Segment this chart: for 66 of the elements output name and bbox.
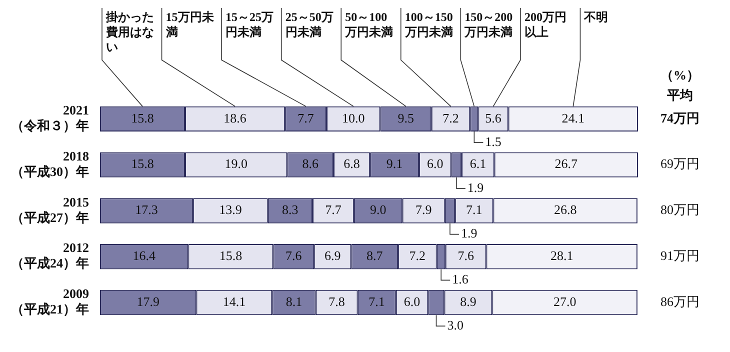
data-label: 1.9 bbox=[460, 226, 478, 241]
data-label: 6.9 bbox=[324, 248, 341, 263]
text: （%） bbox=[660, 68, 700, 83]
data-label: 14.1 bbox=[222, 294, 246, 309]
data-label: 1.9 bbox=[467, 180, 484, 195]
data-label: 8.6 bbox=[302, 156, 319, 172]
data-label: 5.6 bbox=[485, 110, 502, 126]
data-label: 1.5 bbox=[485, 134, 502, 149]
text: 平均 bbox=[666, 88, 693, 103]
data-label: 6.1 bbox=[470, 156, 486, 172]
text: 74万円 bbox=[660, 110, 700, 126]
text: 86万円 bbox=[660, 294, 700, 309]
data-label: 9.5 bbox=[398, 110, 414, 126]
text: 80万円 bbox=[660, 202, 700, 218]
data-label: 28.1 bbox=[550, 248, 574, 263]
text: 不明 bbox=[583, 10, 608, 24]
data-label: 15.8 bbox=[131, 156, 154, 172]
data-label: 7.7 bbox=[298, 110, 314, 126]
data-label: 9.0 bbox=[370, 202, 386, 218]
data-label: 7.1 bbox=[466, 202, 482, 218]
data-label: 7.2 bbox=[442, 110, 459, 126]
text: 91万円 bbox=[660, 248, 700, 263]
data-label: 6.0 bbox=[427, 156, 444, 172]
y-tick-label: 2018 （平成30）年 bbox=[11, 148, 90, 179]
data-label: 27.0 bbox=[553, 294, 576, 309]
data-label: 8.9 bbox=[460, 294, 476, 309]
text: 15～25万円未満 bbox=[226, 10, 274, 40]
y-tick-label: 2015 （平成27）年 bbox=[11, 194, 90, 225]
data-label: 7.6 bbox=[458, 248, 474, 263]
data-label: 7.1 bbox=[368, 294, 385, 309]
text: 200万円以上 bbox=[524, 10, 566, 40]
data-label: 13.9 bbox=[219, 202, 242, 218]
data-label: 24.1 bbox=[562, 110, 585, 126]
data-label: 17.3 bbox=[135, 202, 158, 218]
data-label: 6.8 bbox=[344, 156, 360, 172]
data-label: 1.6 bbox=[452, 272, 469, 287]
text: 100～150万円未満 bbox=[404, 10, 453, 40]
data-label: 7.8 bbox=[328, 294, 345, 309]
data-label: 3.0 bbox=[447, 318, 464, 332]
data-label: 10.0 bbox=[342, 110, 365, 126]
data-label: 8.3 bbox=[282, 202, 298, 218]
data-label: 8.7 bbox=[366, 248, 384, 263]
data-label: 26.7 bbox=[554, 156, 578, 172]
data-label: 7.7 bbox=[325, 202, 342, 218]
data-label: 17.9 bbox=[136, 294, 160, 309]
data-label: 19.0 bbox=[224, 156, 248, 172]
data-label: 15.8 bbox=[219, 248, 242, 263]
text: 掛かった費用はない bbox=[105, 10, 154, 54]
data-label: 8.1 bbox=[286, 294, 302, 309]
y-tick-label: 2012 （平成24）年 bbox=[11, 240, 89, 271]
y-tick-label: 2021 （令和３）年 bbox=[11, 102, 89, 134]
data-label: 18.6 bbox=[224, 110, 247, 126]
data-label: 6.0 bbox=[404, 294, 420, 309]
y-tick-label: 2009 （平成21）年 bbox=[11, 286, 90, 317]
data-label: 16.4 bbox=[132, 248, 156, 263]
text: 15万円未満 bbox=[164, 10, 215, 40]
data-label: 9.1 bbox=[386, 156, 403, 172]
data-label: 7.2 bbox=[409, 248, 426, 263]
text: 50～100万円未満 bbox=[344, 10, 394, 40]
data-label: 26.8 bbox=[554, 202, 577, 218]
text: 25～50万円未満 bbox=[285, 10, 334, 40]
data-label: 7.6 bbox=[286, 248, 302, 263]
text: 150～200万円未満 bbox=[464, 10, 513, 40]
data-label: 7.9 bbox=[415, 202, 432, 218]
text: 69万円 bbox=[660, 156, 700, 172]
data-label: 15.8 bbox=[131, 110, 154, 126]
